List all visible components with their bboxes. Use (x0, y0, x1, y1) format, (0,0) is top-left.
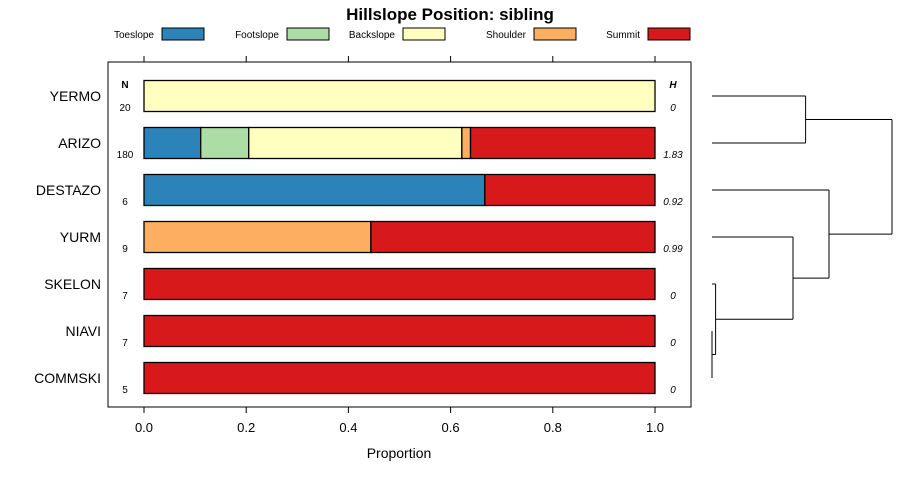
row-label: SKELON (44, 276, 101, 292)
bar-segment-backslope (248, 126, 463, 160)
legend-label-footslope: Footslope (235, 30, 279, 41)
legend-swatch-summit (647, 27, 691, 41)
chart-title: Hillslope Position: sibling (346, 5, 554, 24)
bar-segment-shoulder (143, 220, 372, 254)
row-h-value: 0 (670, 103, 676, 114)
bar-segment-shoulder (461, 126, 472, 160)
x-axis-title: Proportion (367, 445, 432, 461)
row-label: YERMO (50, 88, 101, 104)
row-label: COMMSKI (34, 370, 101, 386)
row-n-value: 180 (117, 150, 134, 161)
n-header: N (121, 80, 128, 91)
row-label: NIAVI (65, 323, 101, 339)
row-n-value: 9 (122, 244, 128, 255)
legend-label-backslope: Backslope (349, 30, 396, 41)
bar-segment-footslope (200, 126, 250, 160)
x-tick-label: 0.8 (544, 420, 562, 435)
row-h-value: 0.99 (663, 244, 683, 255)
legend: Toeslope Footslope Backslope Shoulder Summit (114, 27, 691, 41)
x-tick-label: 0.0 (135, 420, 153, 435)
legend-swatch-backslope (402, 27, 446, 41)
x-tick-label: 0.6 (442, 420, 460, 435)
legend-swatch-footslope (286, 27, 330, 41)
bar-segment-toeslope (143, 126, 202, 160)
legend-label-toeslope: Toeslope (114, 30, 154, 41)
bar-segment-toeslope (143, 173, 486, 207)
legend-label-shoulder: Shoulder (486, 30, 527, 41)
row-label: ARIZO (58, 135, 101, 151)
bar-segment-summit (469, 126, 656, 160)
x-tick-label: 0.4 (339, 420, 357, 435)
legend-swatch-shoulder (533, 27, 577, 41)
row-h-value: 1.83 (663, 150, 683, 161)
row-label: YURM (60, 229, 101, 245)
legend-label-summit: Summit (606, 30, 640, 41)
plot-panel: 0.0 0.2 0.4 0.6 0.8 1.0 N H YERMO 20 0 ARIZO 180 1.83… (34, 56, 692, 435)
dendrogram (711, 95, 893, 378)
row-n-value: 7 (122, 338, 128, 349)
row-h-value: 0 (670, 338, 676, 349)
row-h-value: 0 (670, 291, 676, 302)
bar-segment-backslope (143, 79, 656, 113)
h-header: H (669, 80, 677, 91)
row-n-value: 7 (122, 291, 128, 302)
row-label: DESTAZO (36, 182, 101, 198)
bar-segment-summit (143, 361, 656, 395)
bar-segment-summit (143, 314, 656, 348)
row-h-value: 0 (670, 385, 676, 396)
bar-segment-summit (484, 173, 656, 207)
row-h-value: 0.92 (663, 197, 683, 208)
x-tick-label: 0.2 (237, 420, 255, 435)
legend-swatch-toeslope (161, 27, 205, 41)
row-n-value: 20 (119, 103, 131, 114)
bar-segment-summit (143, 267, 656, 301)
row-n-value: 5 (122, 385, 128, 396)
x-tick-label: 1.0 (646, 420, 664, 435)
row-n-value: 6 (122, 197, 128, 208)
plot-frame (107, 61, 692, 408)
bar-segment-summit (370, 220, 656, 254)
